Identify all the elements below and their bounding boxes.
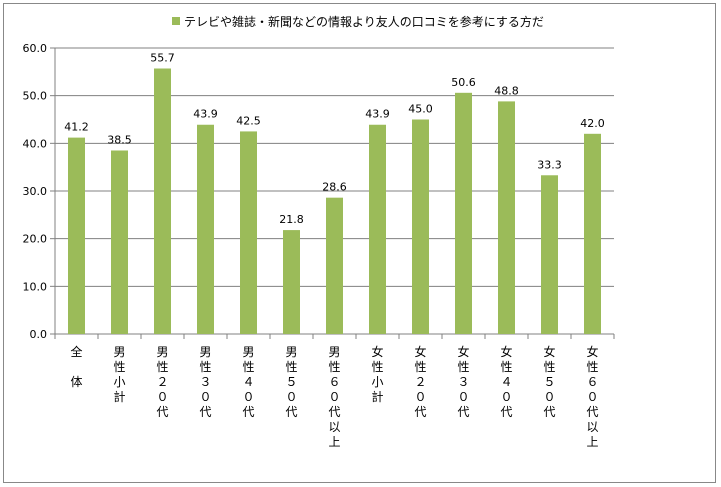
data-label: 28.6 xyxy=(322,181,347,194)
y-tick-label: 0.0 xyxy=(30,328,48,341)
data-label: 38.5 xyxy=(107,133,132,146)
x-tick-label: 女性３０代 xyxy=(457,344,469,419)
y-tick-label: 20.0 xyxy=(23,233,48,246)
bar xyxy=(369,124,386,334)
y-tick-label: 30.0 xyxy=(23,185,48,198)
data-label: 42.0 xyxy=(580,117,605,130)
bar xyxy=(412,119,429,334)
bar xyxy=(68,137,85,334)
bar xyxy=(111,150,128,334)
data-label: 48.8 xyxy=(494,84,519,97)
x-tick-label: 女性４０代 xyxy=(500,344,512,419)
bar xyxy=(541,175,558,334)
data-label: 42.5 xyxy=(236,114,261,127)
x-tick-label: 女性６０代以上 xyxy=(586,344,598,449)
x-tick-label: 男性３０代 xyxy=(199,345,211,419)
bar xyxy=(498,101,515,335)
data-label: 43.9 xyxy=(193,108,218,121)
x-tick-label: 男性５０代 xyxy=(285,345,297,419)
bar xyxy=(326,197,343,334)
x-tick-label: 男性４０代 xyxy=(242,345,254,419)
y-tick-label: 10.0 xyxy=(23,280,48,293)
bar xyxy=(197,124,214,334)
bar xyxy=(283,230,300,334)
x-tick-label: 全 体 xyxy=(70,344,82,389)
data-label: 41.2 xyxy=(64,121,89,134)
x-tick-label: 女性小計 xyxy=(371,344,383,404)
x-tick-label: 女性２０代 xyxy=(414,344,426,419)
y-tick-label: 40.0 xyxy=(23,137,48,150)
bar xyxy=(154,68,171,334)
data-label: 55.7 xyxy=(150,51,175,64)
y-tick-label: 60.0 xyxy=(23,42,48,55)
x-tick-label: 男性２０代 xyxy=(156,345,168,419)
legend-swatch xyxy=(172,17,180,25)
y-tick-label: 50.0 xyxy=(23,90,48,103)
bar xyxy=(455,92,472,334)
bar xyxy=(240,131,257,334)
x-tick-label: 男性６０代以上 xyxy=(328,345,340,449)
data-label: 43.9 xyxy=(365,108,390,121)
x-tick-label: 女性５０代 xyxy=(543,344,555,419)
data-label: 45.0 xyxy=(408,103,433,116)
legend-label: テレビや雑誌・新聞などの情報より友人の口コミを参考にする方だ xyxy=(184,14,544,29)
data-label: 21.8 xyxy=(279,213,304,226)
bar xyxy=(584,133,601,334)
legend: テレビや雑誌・新聞などの情報より友人の口コミを参考にする方だ xyxy=(172,12,544,30)
x-tick-label: 男性小計 xyxy=(113,345,125,404)
data-label: 50.6 xyxy=(451,76,476,89)
data-label: 33.3 xyxy=(537,158,562,171)
